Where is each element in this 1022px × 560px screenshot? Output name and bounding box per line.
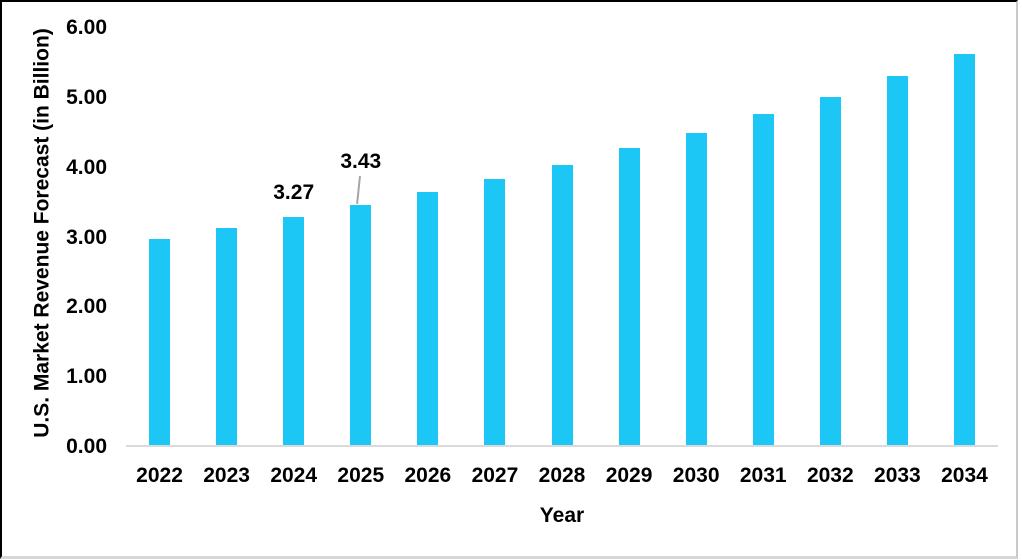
y-tick-6.00: 6.00	[66, 16, 107, 39]
x-tick-2030: 2030	[672, 464, 720, 487]
x-tick-2033: 2033	[874, 464, 921, 487]
data-label-2024: 3.27	[273, 180, 315, 204]
x-tick-2025: 2025	[337, 464, 385, 487]
y-tick-1.00: 1.00	[66, 365, 107, 389]
x-axis-title: Year	[539, 504, 585, 527]
bar-2024	[283, 216, 305, 445]
x-tick-2027: 2027	[471, 464, 519, 487]
bar-2031	[752, 114, 774, 445]
data-label-2025: 3.43	[340, 150, 382, 174]
bar-2022	[149, 239, 171, 445]
x-tick-2028: 2028	[538, 464, 586, 487]
x-tick-2032: 2032	[806, 464, 854, 487]
y-tick-2.00: 2.00	[66, 295, 107, 319]
bar-2029	[618, 148, 640, 445]
x-tick-2026: 2026	[404, 464, 452, 487]
y-tick-3.00: 3.00	[66, 225, 107, 249]
bar-2025	[350, 205, 372, 445]
bar-2023	[216, 227, 238, 445]
y-tick-0.00: 0.00	[66, 435, 107, 458]
bar-2032	[819, 96, 841, 445]
bar-2034	[953, 53, 975, 445]
x-tick-2029: 2029	[605, 464, 653, 487]
bar-2027	[484, 178, 506, 445]
x-tick-2024: 2024	[270, 464, 318, 487]
plot-area	[126, 28, 998, 447]
y-tick-4.00: 4.00	[66, 155, 107, 179]
x-tick-2031: 2031	[739, 464, 787, 487]
x-tick-2034: 2034	[941, 464, 988, 487]
x-tick-2023: 2023	[203, 464, 250, 487]
bar-2028	[551, 164, 573, 445]
bar-2026	[417, 191, 439, 445]
y-tick-5.00: 5.00	[66, 85, 107, 109]
bar-2030	[685, 132, 707, 445]
bar-2033	[886, 75, 908, 445]
x-tick-2022: 2022	[136, 464, 183, 487]
